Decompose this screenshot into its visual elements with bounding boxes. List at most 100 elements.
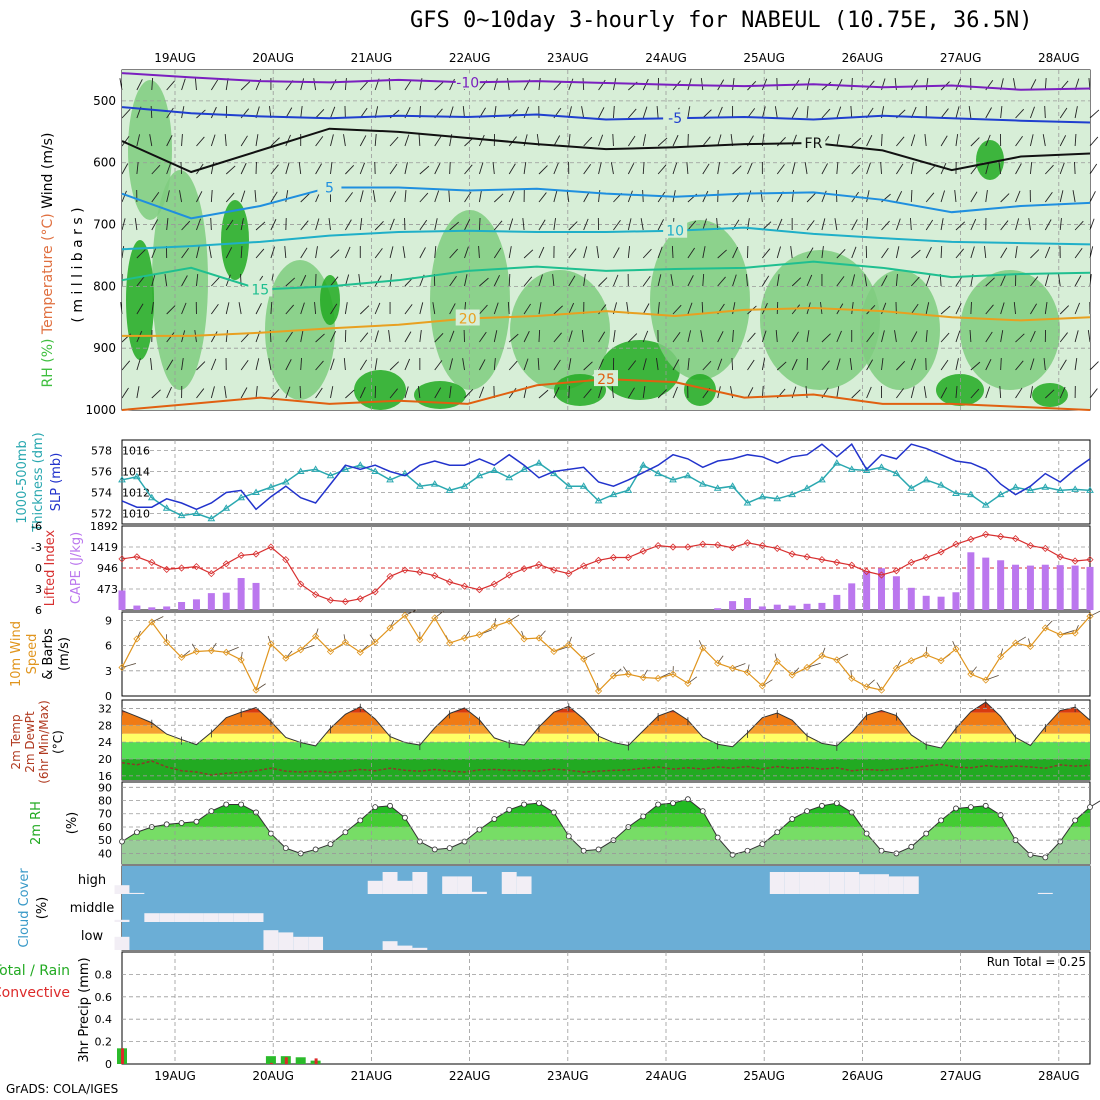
wind-barb	[196, 218, 201, 231]
wind-barb	[687, 302, 693, 315]
rh-point	[178, 820, 185, 826]
wind-barb	[836, 134, 840, 147]
thickness-point	[803, 484, 811, 491]
wind-barb	[702, 246, 706, 259]
isotherm-label: 25	[597, 372, 615, 388]
wind-barb	[821, 108, 831, 119]
wind-barb	[940, 359, 949, 371]
wind-barb	[940, 332, 950, 343]
li-point	[237, 551, 245, 559]
wind-speed-point	[982, 676, 990, 684]
thickness-tick: 572	[91, 508, 112, 521]
wind-barb	[166, 386, 172, 399]
li-point	[892, 567, 900, 575]
wind-speed-point	[922, 651, 930, 659]
wind-barb	[464, 219, 471, 231]
wind-barb	[1045, 389, 1055, 399]
rh-point	[938, 817, 944, 824]
wind-barb	[270, 246, 276, 259]
wind-barb	[374, 330, 379, 343]
wind-barb	[419, 165, 430, 175]
wind-barb	[255, 358, 260, 371]
surface-wind-barb	[538, 630, 546, 639]
wind-barb	[925, 330, 928, 343]
precip-convective-bar	[121, 1048, 124, 1064]
wind-barb	[925, 247, 932, 259]
wind-barb	[1015, 246, 1018, 259]
wind-barb	[493, 358, 496, 371]
rh-band	[122, 796, 1090, 801]
wind-barb	[642, 330, 649, 343]
wind-barb	[955, 248, 965, 259]
li-point	[863, 567, 871, 576]
wind-barb	[894, 78, 897, 91]
wind-tick: 6	[105, 640, 112, 653]
wind-barb	[851, 137, 862, 147]
temp-band	[122, 702, 1090, 713]
wind-barb	[940, 190, 946, 203]
wind-barb	[300, 106, 303, 119]
wind-barb	[1030, 303, 1037, 315]
isotherm-0	[121, 72, 1091, 91]
li-point	[371, 588, 379, 596]
rh-point	[163, 821, 170, 828]
isotherm-label: -10	[456, 75, 479, 91]
cape-bar	[758, 606, 766, 610]
wind-barb	[268, 358, 272, 371]
wind-barb	[225, 219, 234, 231]
wind-barb	[300, 357, 302, 371]
wind-barb	[224, 134, 227, 147]
thickness-point	[877, 463, 886, 470]
surface-wind-barb	[821, 647, 826, 656]
li-point	[490, 580, 498, 588]
rh-point	[923, 830, 930, 837]
wind-barb	[1089, 246, 1094, 259]
wind-barb	[642, 386, 646, 399]
date-label-top: 24AUG	[645, 51, 687, 65]
wind-speed-point	[207, 647, 215, 655]
wind-barb	[1044, 302, 1048, 315]
cloud-cell-low	[278, 932, 294, 950]
wind-speed-point	[684, 679, 692, 687]
wind-barb	[1074, 106, 1078, 119]
wind-barb	[851, 389, 861, 399]
wind-barb	[552, 274, 555, 287]
wind-barb	[717, 162, 721, 175]
wind-barb	[598, 134, 604, 147]
wind-barb	[598, 79, 606, 91]
thickness-point	[296, 467, 305, 474]
wind-barb	[404, 304, 413, 315]
cape-bar	[1041, 564, 1049, 610]
li-point	[326, 596, 335, 604]
wind-barb	[924, 134, 927, 147]
cape-bar	[818, 602, 826, 610]
temp-band	[122, 725, 1090, 734]
wind-barb	[449, 221, 459, 231]
wind-barb	[359, 190, 364, 203]
wind-barb	[330, 303, 338, 315]
wind-barb	[970, 137, 980, 147]
cape-bar	[907, 587, 915, 610]
ylabel-wind: Wind (m/s)	[40, 133, 56, 209]
wind-barb	[732, 274, 737, 287]
temp-band	[122, 733, 1090, 743]
wind-barb	[417, 386, 421, 399]
rh-point	[268, 830, 274, 837]
wind-barb	[315, 246, 318, 259]
wind-barb	[299, 385, 302, 399]
wind-barb	[821, 190, 827, 203]
rh-point	[580, 847, 587, 854]
cloud-cell-high	[784, 872, 800, 894]
wind-barb	[478, 190, 482, 203]
wind-speed-point	[550, 647, 558, 656]
wind-barb	[464, 274, 468, 287]
thickness-point	[847, 465, 856, 472]
wind-barb	[1089, 218, 1095, 231]
isotherm-label-bg	[663, 221, 688, 238]
wind-speed-point	[743, 668, 752, 677]
thickness-point	[937, 481, 945, 488]
thickness-point	[1041, 483, 1050, 490]
wind-speed-point	[237, 656, 245, 664]
precip-tick: 0.8	[95, 968, 113, 981]
wind-barb	[627, 163, 635, 175]
